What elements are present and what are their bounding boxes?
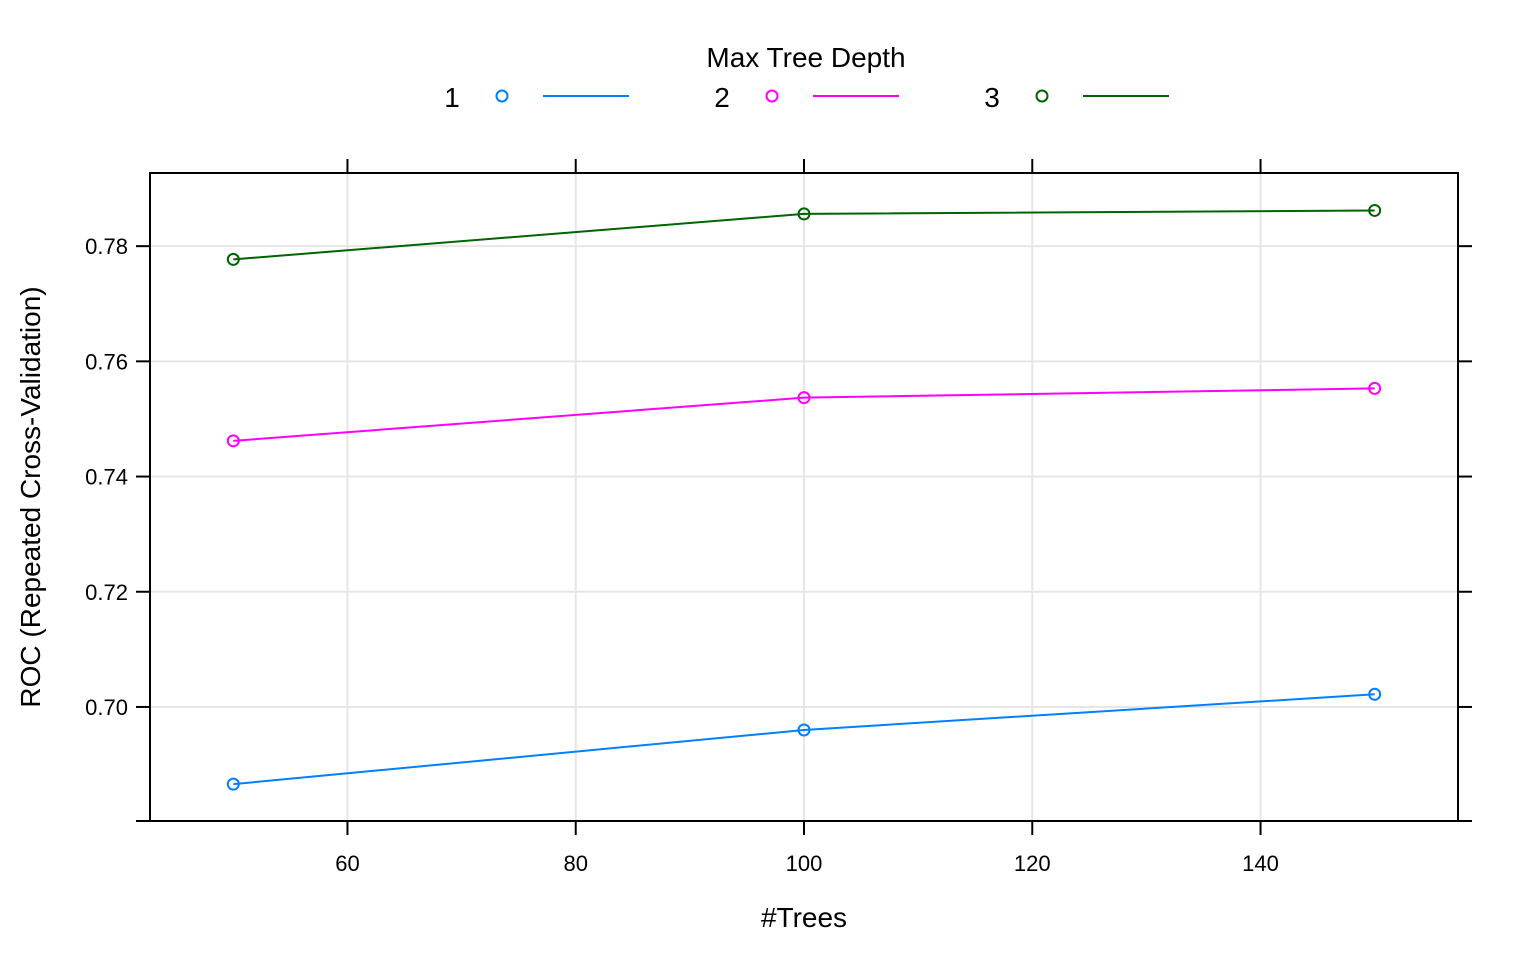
legend-item-3: 3: [984, 82, 1169, 113]
data-point: [1368, 381, 1382, 395]
axes: 60 80 100 120 140 0.70 0.72 0.74 0.76 0.78: [85, 159, 1472, 876]
legend-marker: [1035, 89, 1049, 103]
legend-label: 1: [444, 82, 460, 113]
series-line: [233, 693, 1375, 786]
data-point: [1368, 687, 1382, 701]
legend-item-2: 2: [714, 82, 899, 113]
data-point: [797, 207, 811, 221]
legend-label: 3: [984, 82, 1000, 113]
x-tick-label: 100: [786, 851, 823, 876]
legend-marker: [495, 89, 509, 103]
legend-items: 1 2 3: [444, 82, 1169, 113]
data-point: [226, 252, 240, 266]
x-tick-label: 60: [335, 851, 359, 876]
y-tick-label: 0.70: [85, 695, 128, 720]
data-point: [226, 777, 240, 791]
series-line: [233, 387, 1375, 442]
legend-item-1: 1: [444, 82, 629, 113]
grid: [150, 173, 1458, 821]
legend: Max Tree Depth 1 2 3: [444, 42, 1169, 113]
data-point: [226, 434, 240, 448]
y-tick-label: 0.76: [85, 349, 128, 374]
data-point: [797, 723, 811, 737]
y-axis-title: ROC (Repeated Cross-Validation): [15, 286, 46, 707]
y-tick-label: 0.78: [85, 234, 128, 259]
series-3: [226, 203, 1382, 266]
data-point: [1368, 203, 1382, 217]
x-axis-title: #Trees: [761, 902, 847, 933]
y-tick-label: 0.72: [85, 580, 128, 605]
data-point: [797, 391, 811, 405]
series-1: [226, 687, 1382, 791]
x-tick-label: 80: [563, 851, 587, 876]
x-tick-label: 120: [1014, 851, 1051, 876]
series-2: [226, 381, 1382, 448]
series: [226, 203, 1382, 791]
series-line: [233, 209, 1375, 261]
legend-marker: [765, 89, 779, 103]
x-tick-label: 140: [1242, 851, 1279, 876]
legend-label: 2: [714, 82, 730, 113]
legend-title: Max Tree Depth: [706, 42, 905, 73]
y-tick-label: 0.74: [85, 465, 128, 490]
